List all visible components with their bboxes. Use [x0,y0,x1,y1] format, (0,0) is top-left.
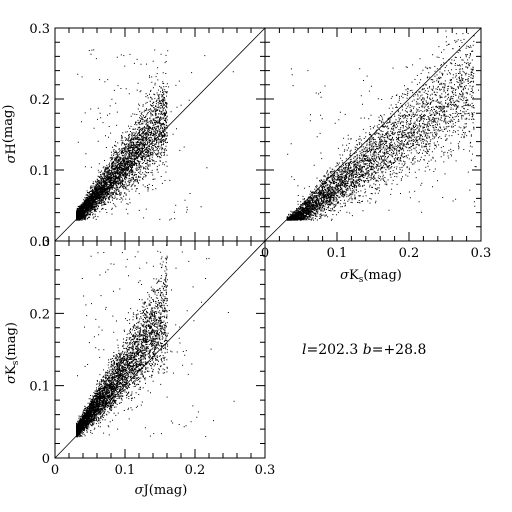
plot-frame-ks-vs-j [54,240,266,459]
x-tick-label: 0.3 [255,463,276,478]
x-tick-label: 0.2 [185,463,206,478]
x-tick-labels-h-vs-ks: 0 0.1 0.2 0.3 [261,246,491,261]
scatter-point-cloud [76,244,235,438]
y-tick-label: 0.1 [29,164,50,179]
tick-marks [54,27,266,242]
panel-h-vs-j: 0 0.1 0.2 0.3 σH(mag) [1,22,266,250]
scatter-point-cloud [286,30,479,221]
x-tick-label: 0.1 [115,463,136,478]
x-tick-label: 0 [51,463,59,478]
y-tick-label: 0.3 [29,22,50,37]
reference-line-h-vs-ks [264,27,482,242]
ticks-ks-vs-j [54,240,266,459]
ticks-h-vs-j [54,27,266,242]
ticks-h-vs-ks [264,27,482,242]
x-tick-label: 0.1 [327,246,348,261]
tick-marks [264,27,482,242]
galactic-coordinates-annotation: l=202.3 b=+28.8 [302,342,426,358]
x-axis-label-h-vs-ks: σKs(mag) [340,268,402,285]
y-tick-label: 0.1 [29,380,50,395]
x-tick-label: 0.2 [399,246,420,261]
plot-frame-h-vs-ks [264,27,482,242]
reference-line-ks-vs-j [54,240,266,459]
y-tick-label: 0 [42,235,50,250]
y-tick-label: 0.3 [29,235,50,250]
scatter-points-ks-vs-j [76,244,235,438]
scatter-point-cloud [76,49,234,221]
y-axis-label-ks-vs-j: σKs(mag) [4,322,21,384]
x-tick-label: 0.3 [471,246,492,261]
panel-h-vs-ks: 0 0.1 0.2 0.3 σKs(mag) [261,27,491,285]
reference-line-h-vs-j [54,27,266,242]
x-tick-labels-ks-vs-j: 0 0.1 0.2 0.3 [51,463,275,478]
x-axis-label-ks-vs-j: σJ(mag) [135,483,188,498]
panel-ks-vs-j: 0 0.1 0.2 0.3 0 0.1 0.2 0.3 σKs(mag) σJ(mag) [4,235,275,498]
scatter-points-h-vs-ks [286,30,479,221]
y-tick-label: 0.2 [29,93,50,108]
y-tick-labels-ks-vs-j: 0 0.1 0.2 0.3 [29,235,50,467]
y-tick-label: 0.2 [29,307,50,322]
tick-marks [54,240,266,459]
y-tick-labels-h-vs-j: 0 0.1 0.2 0.3 [29,22,50,250]
scatter-points-h-vs-j [76,49,234,221]
y-tick-label: 0 [42,452,50,467]
y-axis-label-h-vs-j: σH(mag) [1,105,19,164]
